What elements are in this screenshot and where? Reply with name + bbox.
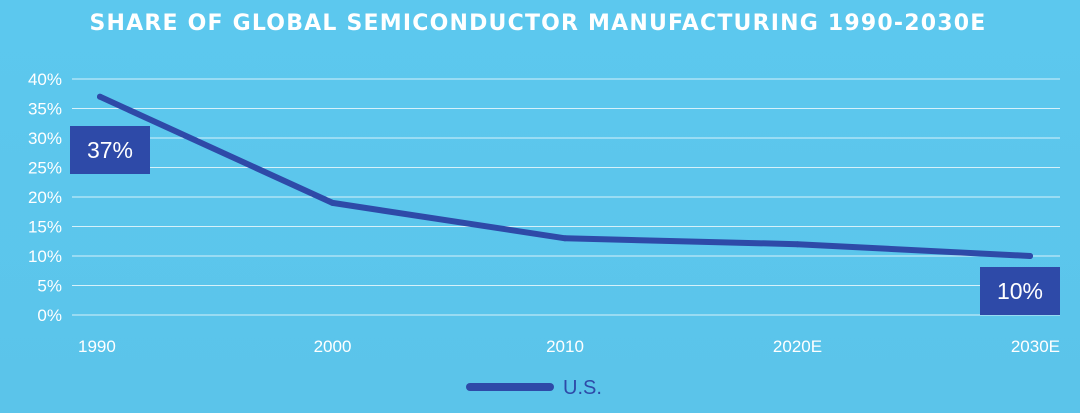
y-tick-label: 5% <box>37 277 62 296</box>
x-tick-label: 2000 <box>314 337 352 356</box>
y-tick-label: 40% <box>28 70 62 89</box>
legend-label-us: U.S. <box>563 377 602 399</box>
data-point <box>1027 253 1033 259</box>
data-point <box>794 241 801 248</box>
y-axis-ticks: 0% 5% 10% 15% 20% 25% 30% 35% 40% <box>28 70 62 325</box>
data-point <box>329 199 336 206</box>
x-tick-label: 2020E <box>773 337 822 356</box>
legend: U.S. <box>466 377 602 399</box>
data-point <box>97 93 103 100</box>
gridlines <box>72 78 1060 316</box>
series-lines <box>97 93 1033 259</box>
callout-label: 10% <box>997 278 1043 304</box>
x-tick-label: 2010 <box>546 337 584 356</box>
x-tick-label: 1990 <box>78 337 116 356</box>
y-tick-label: 25% <box>28 159 62 178</box>
callout-box <box>980 267 1060 315</box>
y-tick-label: 20% <box>28 188 62 207</box>
y-tick-label: 30% <box>28 129 62 148</box>
data-point <box>562 235 568 242</box>
callout-box <box>70 126 150 174</box>
y-tick-label: 0% <box>37 306 62 325</box>
y-tick-label: 15% <box>28 218 62 237</box>
data-callouts: 37% 10% <box>70 126 1060 315</box>
callout-label: 37% <box>87 137 133 163</box>
y-tick-label: 35% <box>28 100 62 119</box>
y-tick-label: 10% <box>28 247 62 266</box>
x-tick-label: 2030E <box>1011 337 1060 356</box>
chart-title: SHARE OF GLOBAL SEMICONDUCTOR MANUFACTUR… <box>90 11 987 36</box>
series-line-us <box>97 93 1033 259</box>
x-axis-ticks: 1990 2000 2010 2020E 2030E <box>78 337 1060 356</box>
